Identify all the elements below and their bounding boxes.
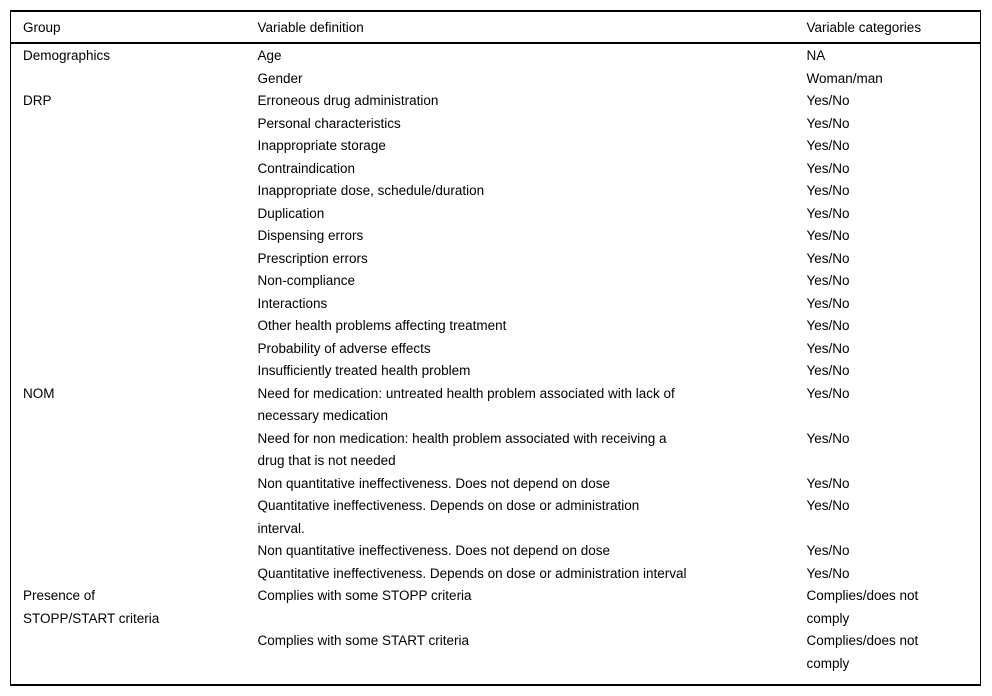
cell-categories: Yes/No: [806, 318, 850, 333]
table-row: NOM Need for medication: untreated healt…: [11, 383, 981, 428]
cell-definition: Contraindication: [257, 160, 356, 176]
cell-definition: Probability of adverse effects: [257, 340, 431, 356]
cell-categories: Complies/does not comply: [806, 588, 919, 626]
table-row: Gender Woman/man: [11, 68, 981, 91]
cell-definition: Interactions: [257, 295, 328, 311]
cell-categories: Woman/man: [806, 70, 883, 86]
cell-definition: Inappropriate storage: [257, 138, 386, 153]
table-row: Contraindication Yes/No: [11, 158, 981, 181]
cell-definition: Personal characteristics: [257, 115, 401, 131]
table-row: Interactions Yes/No: [11, 293, 981, 316]
cell-definition: Gender: [257, 70, 303, 86]
cell-group: DRP: [23, 93, 52, 108]
table-row: Personal characteristics Yes/No: [11, 113, 981, 136]
cell-categories: Yes/No: [806, 250, 850, 266]
cell-definition: Dispensing errors: [257, 228, 364, 243]
cell-group: Demographics: [23, 48, 111, 63]
cell-categories: Yes/No: [806, 93, 850, 108]
table-row: DRP Erroneous drug administration Yes/No: [11, 90, 981, 113]
variables-table: Group Variable definition Variable categ…: [10, 10, 981, 686]
cell-group: [11, 495, 246, 540]
table-row: Non quantitative ineffectiveness. Does n…: [11, 473, 981, 496]
table-row: Quantitative ineffectiveness. Depends on…: [11, 495, 981, 540]
cell-categories: Yes/No: [806, 295, 850, 311]
table-body: Demographics Age NA Gender Woman/man DRP…: [11, 43, 981, 685]
cell-group: [11, 473, 246, 496]
cell-categories: Yes/No: [806, 543, 850, 558]
cell-definition: Prescription errors: [257, 250, 368, 266]
table-row: Duplication Yes/No: [11, 203, 981, 226]
table-row: Non quantitative ineffectiveness. Does n…: [11, 540, 981, 563]
cell-definition: Need for non medication: health problem …: [257, 430, 667, 469]
cell-categories: Yes/No: [806, 385, 850, 401]
cell-definition: Insufficiently treated health problem: [257, 363, 471, 378]
cell-group: [11, 338, 246, 361]
cell-group: [11, 270, 246, 293]
cell-group: [11, 113, 246, 136]
cell-categories: Yes/No: [806, 430, 850, 446]
table-row: Need for non medication: health problem …: [11, 428, 981, 473]
cell-categories: Yes/No: [806, 475, 850, 491]
table-row: Demographics Age NA: [11, 43, 981, 68]
cell-group: [11, 180, 246, 203]
table-row: Inappropriate storage Yes/No: [11, 135, 981, 158]
cell-definition: Non-compliance: [257, 273, 356, 288]
column-header-variable-definition: Variable definition: [245, 11, 795, 44]
cell-definition: Erroneous drug administration: [257, 93, 439, 108]
cell-group: [11, 563, 246, 586]
cell-categories: Yes/No: [806, 565, 850, 581]
table-row: Quantitative ineffectiveness. Depends on…: [11, 563, 981, 586]
table-row: Insufficiently treated health problem Ye…: [11, 360, 981, 383]
cell-definition: Quantitative ineffectiveness. Depends on…: [257, 565, 687, 581]
cell-categories: Yes/No: [806, 115, 850, 131]
cell-group: [11, 293, 246, 316]
cell-group: NOM: [23, 385, 55, 401]
table-row: Inappropriate dose, schedule/duration Ye…: [11, 180, 981, 203]
cell-categories: Yes/No: [806, 273, 850, 288]
cell-group: [11, 248, 246, 271]
cell-categories: Yes/No: [806, 340, 850, 356]
table-row: Presence of STOPP/START criteria Complie…: [11, 585, 981, 630]
cell-group: [11, 225, 246, 248]
cell-group: [11, 315, 246, 338]
cell-group: [11, 540, 246, 563]
cell-group: [11, 158, 246, 181]
cell-group: Presence of STOPP/START criteria: [23, 588, 160, 626]
cell-categories: Yes/No: [806, 498, 850, 513]
cell-categories: Yes/No: [806, 228, 850, 243]
cell-categories: Yes/No: [806, 138, 850, 153]
table-row: Complies with some START criteria Compli…: [11, 630, 981, 685]
table-header: Group Variable definition Variable categ…: [10, 11, 981, 44]
cell-categories: Yes/No: [806, 205, 850, 221]
table-row: Non-compliance Yes/No: [11, 270, 981, 293]
cell-definition: Quantitative ineffectiveness. Depends on…: [257, 498, 640, 536]
cell-group: [11, 360, 246, 383]
cell-group: [11, 630, 246, 685]
column-header-group: Group: [10, 11, 246, 44]
cell-definition: Other health problems affecting treatmen…: [257, 318, 507, 333]
cell-group: [11, 135, 246, 158]
cell-definition: Complies with some START criteria: [257, 633, 470, 648]
cell-group: [11, 428, 246, 473]
table-row: Other health problems affecting treatmen…: [11, 315, 981, 338]
cell-definition: Complies with some STOPP criteria: [257, 588, 472, 603]
cell-categories: Yes/No: [806, 183, 850, 198]
table-row: Probability of adverse effects Yes/No: [11, 338, 981, 361]
cell-definition: Duplication: [257, 205, 325, 221]
cell-group: [11, 68, 246, 91]
table-row: Dispensing errors Yes/No: [11, 225, 981, 248]
cell-definition: Non quantitative ineffectiveness. Does n…: [257, 543, 611, 558]
cell-categories: Yes/No: [806, 160, 850, 176]
cell-categories: Yes/No: [806, 363, 850, 378]
table-header-row: Group Variable definition Variable categ…: [10, 11, 981, 44]
cell-categories: NA: [806, 48, 826, 63]
cell-definition: Need for medication: untreated health pr…: [257, 385, 675, 424]
cell-group: [11, 203, 246, 226]
table-row: Prescription errors Yes/No: [11, 248, 981, 271]
column-header-variable-categories: Variable categories: [794, 11, 981, 44]
cell-definition: Non quantitative ineffectiveness. Does n…: [257, 475, 611, 491]
cell-categories: Complies/does not comply: [806, 633, 919, 671]
cell-definition: Age: [257, 48, 282, 63]
cell-definition: Inappropriate dose, schedule/duration: [257, 183, 485, 198]
